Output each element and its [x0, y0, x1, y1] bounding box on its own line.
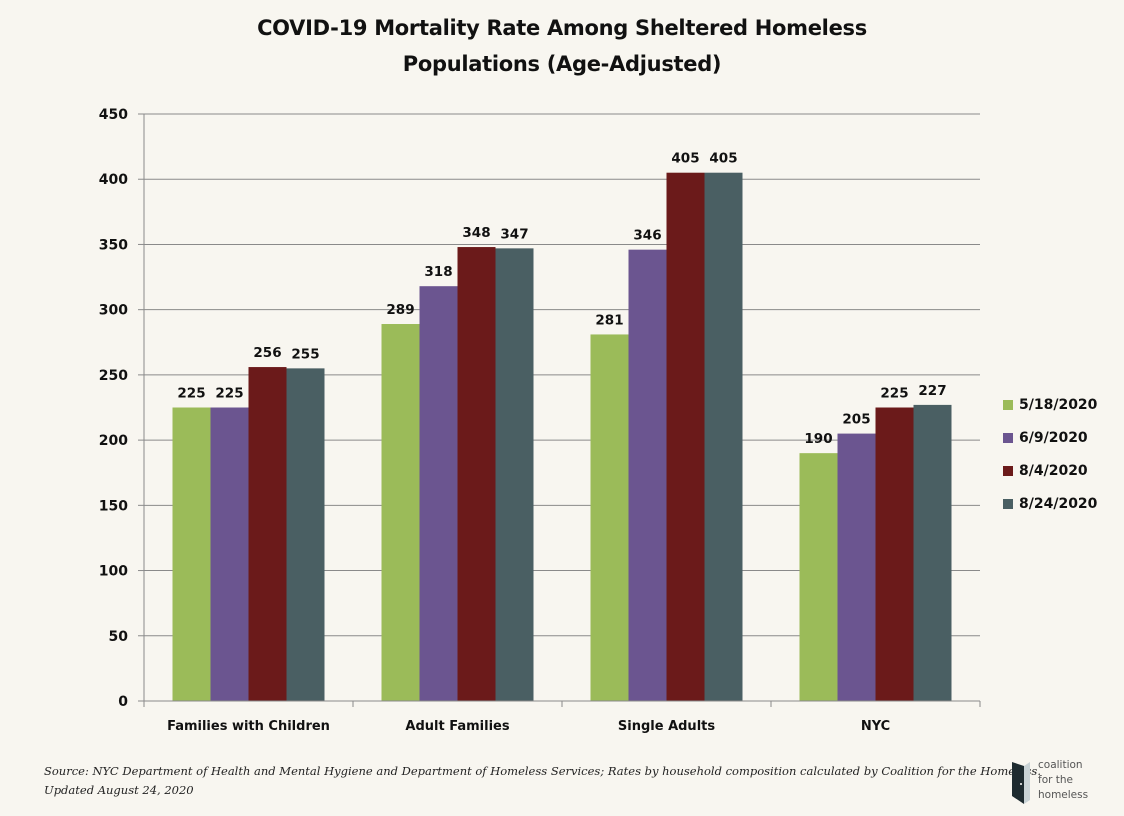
data-label: 205 [842, 412, 870, 428]
source-line-2: Updated August 24, 2020 [44, 783, 194, 797]
bar [381, 324, 420, 701]
y-tick-label: 150 [99, 498, 128, 514]
door-icon [1012, 762, 1030, 804]
legend-item: 8/24/2020 [1003, 487, 1097, 520]
logo-line-2: for the [1038, 774, 1074, 786]
bar [286, 368, 325, 701]
legend-swatch [1003, 465, 1013, 476]
data-label: 225 [880, 386, 908, 402]
y-tick-label: 250 [99, 368, 128, 384]
chart-title: COVID-19 Mortality Rate Among Sheltered … [0, 10, 1124, 82]
data-labels: 225 225 256 255 289 318 348 347 281 346 405 405 190 2… [177, 151, 946, 447]
legend-label: 6/9/2020 [1019, 429, 1088, 446]
data-label: 225 [177, 386, 205, 402]
legend-item: 5/18/2020 [1003, 388, 1097, 421]
x-category-label: NYC [861, 719, 890, 734]
y-tick-label: 50 [109, 629, 129, 645]
legend-swatch [1003, 498, 1013, 509]
bar [913, 404, 952, 701]
y-tick-label: 200 [99, 433, 128, 449]
data-label: 405 [671, 151, 699, 167]
bar [172, 407, 211, 701]
y-tick-label: 450 [99, 107, 128, 123]
bar [875, 407, 914, 701]
bar [837, 433, 876, 701]
bar [457, 247, 496, 701]
bar [666, 172, 705, 701]
x-category-label: Single Adults [618, 719, 715, 734]
x-category-label: Families with Children [167, 719, 330, 734]
data-label: 347 [500, 226, 528, 242]
bar [495, 248, 534, 701]
y-tick-label: 400 [99, 172, 128, 188]
logo-line-3: homeless [1038, 789, 1089, 801]
bar [628, 249, 667, 701]
data-label: 405 [709, 151, 737, 167]
legend-item: 6/9/2020 [1003, 421, 1097, 454]
data-label: 256 [253, 345, 281, 361]
source-note: Source: NYC Department of Health and Men… [44, 762, 1041, 800]
bar [704, 172, 743, 701]
legend-swatch [1003, 432, 1013, 443]
legend-swatch [1003, 399, 1013, 410]
x-category-label: Adult Families [405, 719, 509, 734]
y-tick-label: 100 [99, 564, 128, 580]
bars [172, 172, 952, 701]
legend-label: 5/18/2020 [1019, 396, 1098, 413]
data-label: 348 [462, 225, 490, 241]
bar [210, 407, 249, 701]
data-label: 225 [215, 386, 243, 402]
bar [799, 453, 838, 701]
y-tick-label: 350 [99, 237, 128, 253]
y-tick-label: 300 [99, 303, 128, 319]
data-label: 281 [595, 312, 623, 328]
chart-title-line-1: COVID-19 Mortality Rate Among Sheltered … [257, 16, 867, 40]
data-label: 318 [424, 264, 452, 280]
bar [248, 367, 287, 701]
legend-label: 8/4/2020 [1019, 462, 1088, 479]
x-axis-categories: Families with Children Adult Families Sing… [167, 719, 890, 734]
bar [419, 286, 458, 701]
data-label: 255 [291, 346, 319, 362]
axes [143, 114, 981, 707]
data-label: 289 [386, 302, 414, 318]
coalition-logo: coalition for the homeless [1010, 758, 1088, 804]
logo-line-1: coalition [1038, 759, 1083, 771]
legend-label: 8/24/2020 [1019, 495, 1098, 512]
data-label: 190 [804, 431, 832, 447]
chart-title-line-2: Populations (Age-Adjusted) [402, 52, 722, 76]
source-line-1: Source: NYC Department of Health and Men… [44, 764, 1041, 778]
legend-item: 8/4/2020 [1003, 454, 1097, 487]
data-label: 227 [918, 383, 946, 399]
bar [590, 334, 629, 701]
y-axis-ticks: 0 50 100 150 200 250 300 350 400 450 [99, 107, 128, 710]
data-label: 346 [633, 228, 661, 244]
y-tick-label: 0 [118, 694, 128, 710]
legend: 5/18/2020 6/9/2020 8/4/2020 8/24/2020 [1003, 388, 1097, 520]
